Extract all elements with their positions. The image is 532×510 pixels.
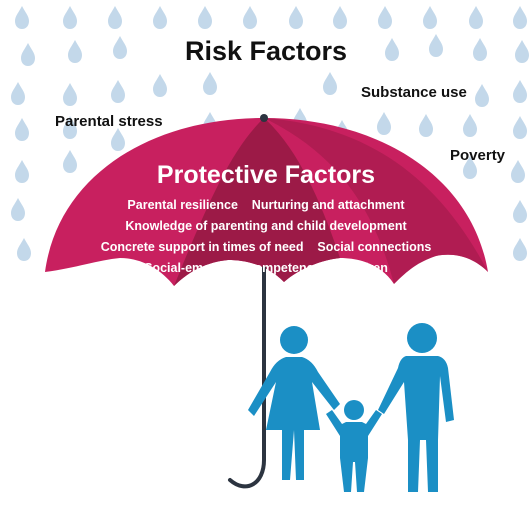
raindrop-icon [513, 80, 527, 103]
raindrop-icon [378, 6, 392, 29]
raindrop-icon [111, 128, 125, 151]
protective-factor-line-1: Parental resilience Nurturing and attach… [127, 198, 405, 212]
raindrop-icon [513, 116, 527, 139]
risk-factor-parental-stress: Parental stress [55, 113, 163, 130]
risk-factors-heading: Risk Factors [184, 36, 348, 66]
protective-factor-line-3: Concrete support in times of need Social… [100, 240, 432, 254]
raindrop-icon [323, 72, 337, 95]
raindrop-icon [419, 114, 433, 137]
raindrop-icon [377, 112, 391, 135]
raindrop-icon [153, 6, 167, 29]
raindrop-icon [203, 72, 217, 95]
protective-factor-line-4: Social-emotional competence of children [144, 261, 388, 275]
raindrop-icon [11, 82, 25, 105]
raindrop-icon [108, 6, 122, 29]
woman-figure [248, 326, 340, 480]
umbrella-center-panel [174, 118, 340, 286]
raindrop-icon [63, 83, 77, 106]
man-figure [378, 323, 454, 492]
umbrella-tip [260, 114, 268, 122]
raindrop-icon [469, 6, 483, 29]
risk-factor-poverty: Poverty [450, 147, 506, 164]
raindrop-icon [111, 80, 125, 103]
raindrop-icon [63, 6, 77, 29]
raindrop-icon [423, 6, 437, 29]
child-figure [326, 400, 382, 492]
protective-factor-line-2: Knowledge of parenting and child develop… [125, 219, 407, 233]
raindrop-icon [243, 6, 257, 29]
umbrella-handle [228, 266, 266, 489]
umbrella-right-panel [264, 118, 488, 284]
raindrop-icon [153, 74, 167, 97]
raindrop-icon [198, 6, 212, 29]
raindrop-icon [289, 6, 303, 29]
umbrella-icon [45, 114, 488, 489]
raindrop-icon [463, 114, 477, 137]
raindrop-icon [475, 84, 489, 107]
raindrop-icon [15, 6, 29, 29]
protective-factors-title: Protective Factors [156, 161, 376, 189]
raindrop-icon [15, 118, 29, 141]
family-icon [248, 323, 454, 492]
raindrop-icon [513, 6, 527, 29]
risk-factor-substance-use: Substance use [361, 84, 467, 101]
raindrop-icon [333, 6, 347, 29]
